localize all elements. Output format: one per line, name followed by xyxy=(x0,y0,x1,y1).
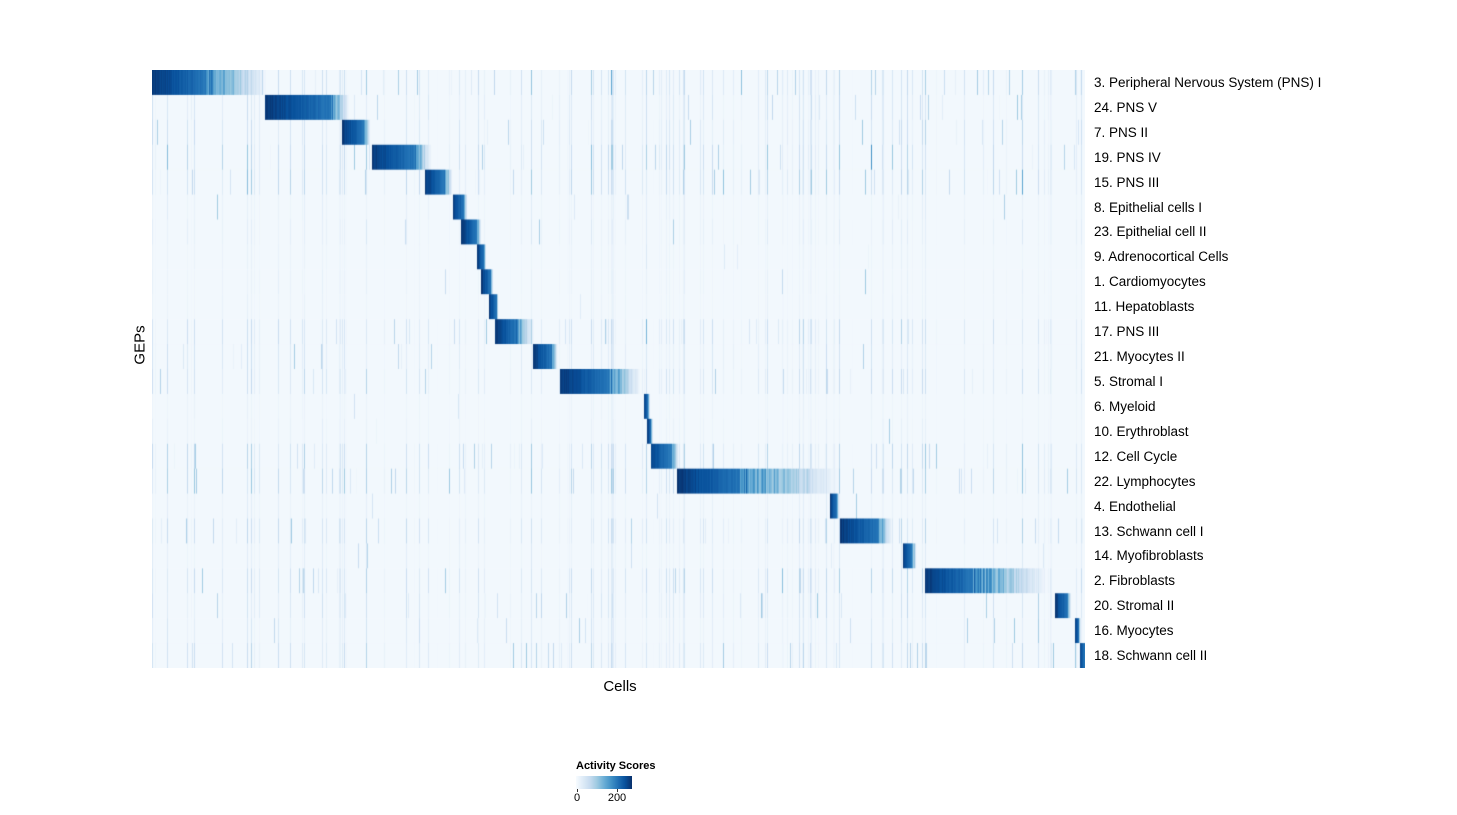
row-label: 14. Myofibroblasts xyxy=(1094,548,1204,564)
legend-max-label: 200 xyxy=(607,792,627,804)
row-label: 16. Myocytes xyxy=(1094,623,1174,639)
row-label: 1. Cardiomyocytes xyxy=(1094,274,1206,290)
row-label: 24. PNS V xyxy=(1094,99,1158,115)
row-label: 13. Schwann cell I xyxy=(1094,523,1204,539)
row-label: 4. Endothelial xyxy=(1094,498,1176,514)
row-label: 17. PNS III xyxy=(1094,324,1160,340)
legend-min-label: 0 xyxy=(573,792,581,804)
row-label: 23. Epithelial cell II xyxy=(1094,224,1207,240)
row-label: 6. Myeloid xyxy=(1094,398,1156,414)
row-label: 7. PNS II xyxy=(1094,124,1149,140)
legend-tick-mark-max xyxy=(617,789,618,792)
row-label: 5. Stromal I xyxy=(1094,374,1164,390)
legend-tick-mark-min xyxy=(577,789,578,792)
row-label: 10. Erythroblast xyxy=(1094,423,1189,439)
legend-title: Activity Scores xyxy=(576,760,656,772)
heatmap-canvas xyxy=(152,70,1085,668)
row-label: 8. Epithelial cells I xyxy=(1094,199,1203,215)
row-labels: 3. Peripheral Nervous System (PNS) I 24. … xyxy=(1094,70,1454,668)
row-label: 21. Myocytes II xyxy=(1094,349,1185,365)
row-label: 12. Cell Cycle xyxy=(1094,448,1178,464)
row-label: 22. Lymphocytes xyxy=(1094,473,1196,489)
row-label: 18. Schwann cell II xyxy=(1094,648,1208,664)
row-label: 11. Hepatoblasts xyxy=(1094,299,1195,315)
activity-scores-legend: Activity Scores 0 200 xyxy=(573,760,716,805)
row-label: 2. Fibroblasts xyxy=(1094,573,1176,589)
legend-gradient-bar xyxy=(576,776,632,789)
row-label: 20. Stromal II xyxy=(1094,598,1175,614)
y-axis-label: GEPs xyxy=(131,325,149,365)
row-label: 19. PNS IV xyxy=(1094,149,1161,165)
row-label: 3. Peripheral Nervous System (PNS) I xyxy=(1094,74,1322,90)
row-label: 9. Adrenocortical Cells xyxy=(1094,249,1229,265)
row-label: 15. PNS III xyxy=(1094,174,1160,190)
legend-ticks: 0 200 xyxy=(573,789,632,805)
x-axis-label: Cells xyxy=(603,678,637,695)
